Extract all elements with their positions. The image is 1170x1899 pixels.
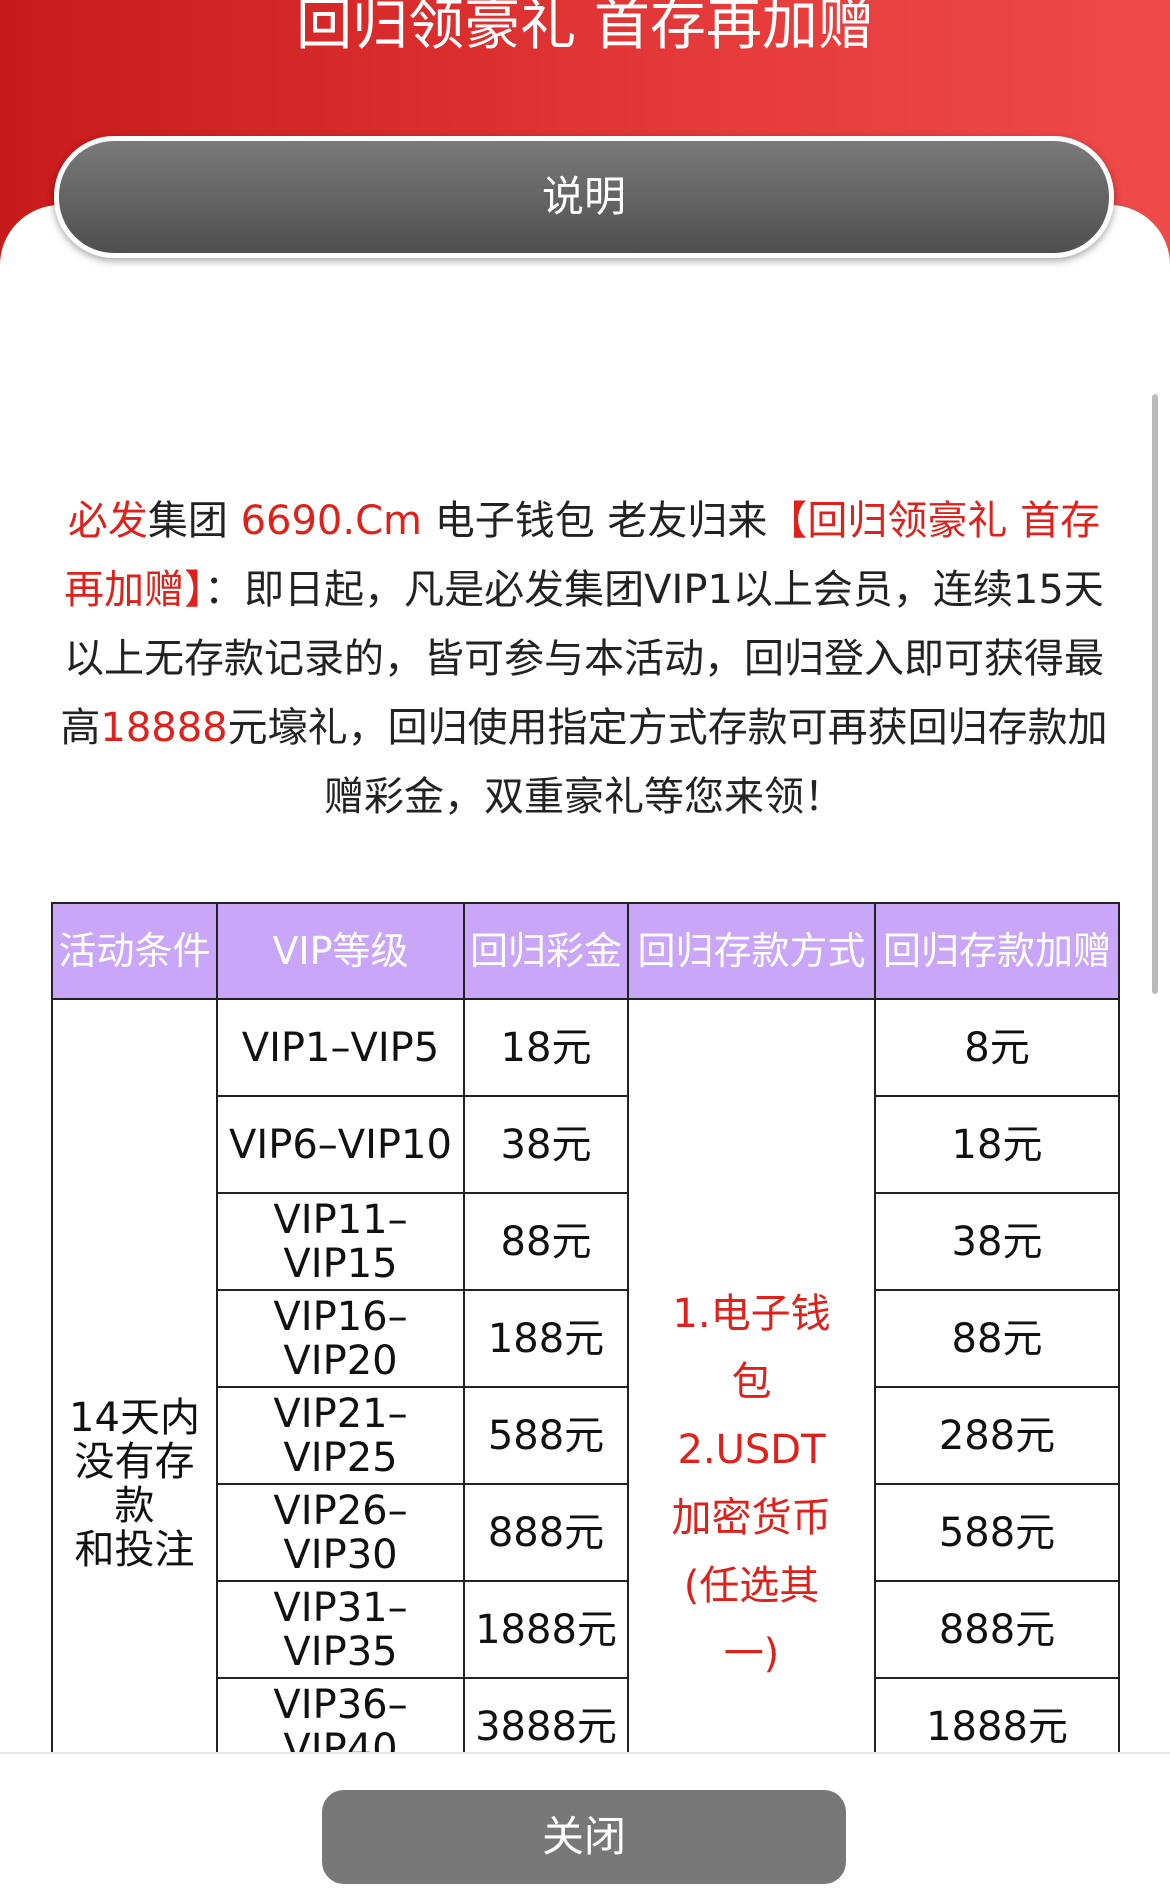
content-card: 必发集团 6690.Cm 电子钱包 老友归来【回归领豪礼 首存再加赠】：即日起，… — [0, 205, 1170, 1752]
table-row: VIP31–VIP35 1888元 888元 — [52, 1580, 1120, 1679]
vip-level: VIP1–VIP5 — [216, 998, 465, 1097]
intro-segment: 电子钱包 老友归来 — [421, 498, 768, 544]
scrollbar — [1152, 394, 1158, 994]
return-bonus: 88元 — [463, 1192, 629, 1291]
deposit-bonus: 38元 — [874, 1192, 1120, 1291]
condition-line: 14天内没有存款 — [69, 1395, 200, 1529]
vip-level: VIP6–VIP10 — [216, 1095, 465, 1194]
title: 回归领豪礼 首存再加赠 — [296, 0, 874, 58]
vip-level: VIP31–VIP35 — [216, 1580, 465, 1679]
header-cell: 回归彩金 — [463, 902, 629, 1000]
method-line: 2.USDT — [677, 1427, 826, 1473]
method-line: 加密货币 — [671, 1495, 832, 1541]
intro-segment: 【回归领豪礼 首存再加赠】 — [64, 498, 1101, 613]
intro-segment: 必发 — [67, 498, 148, 544]
vip-level: VIP16–VIP20 — [216, 1289, 465, 1388]
table-row: VIP6–VIP10 38元 18元 — [52, 1095, 1120, 1194]
return-bonus: 188元 — [463, 1289, 629, 1388]
deposit-bonus: 288元 — [874, 1386, 1120, 1485]
return-bonus: 38元 — [463, 1095, 629, 1194]
table-row: 14天内没有存款 和投注 VIP1–VIP5 18元 1.电子钱包 2.USDT 加密货币(… — [51, 998, 1120, 1752]
header-cell: 回归存款加赠 — [874, 902, 1120, 1000]
return-bonus: 588元 — [463, 1386, 629, 1485]
intro-text: 必发集团 6690.Cm 电子钱包 老友归来【回归领豪礼 首存再加赠】：即日起，… — [54, 487, 1114, 832]
method-line: (任选其一) — [683, 1563, 820, 1677]
condition-cell: 14天内没有存款 和投注 — [51, 998, 218, 1752]
header-cell: 活动条件 — [51, 902, 218, 1000]
intro-segment: ：即日起，凡是必发集团VIP1以上会员，连续15天以上无存款记录的，皆可参与本活… — [60, 567, 1104, 751]
vip-level: VIP26–VIP30 — [216, 1483, 465, 1582]
header-cell: 回归存款方式 — [627, 902, 876, 1000]
footer: 关闭 — [0, 1752, 1170, 1899]
vip-level: VIP21–VIP25 — [216, 1386, 465, 1485]
intro-segment: 集团 — [147, 498, 241, 544]
condition-line: 和投注 — [74, 1527, 195, 1573]
deposit-bonus: 18元 — [874, 1095, 1120, 1194]
deposit-bonus: 88元 — [874, 1289, 1120, 1388]
table-row: VIP21–VIP25 588元 288元 — [52, 1386, 1120, 1485]
table-row: VIP26–VIP30 888元 588元 — [52, 1483, 1120, 1582]
deposit-bonus: 1888元 — [874, 1677, 1120, 1752]
method-line: 1.电子钱包 — [672, 1291, 831, 1405]
section-label: 说明 — [54, 136, 1114, 258]
close-button[interactable]: 关闭 — [322, 1790, 846, 1884]
intro-segment: 6690.Cm — [240, 498, 422, 544]
return-bonus: 1888元 — [463, 1580, 629, 1679]
table-row: VIP16–VIP20 188元 88元 — [52, 1289, 1120, 1388]
intro-segment: 元壕礼，回归使用指定方式存款可再获回归存款加赠彩金，双重豪礼等您来领！ — [227, 705, 1108, 820]
vip-level: VIP36–VIP40 — [216, 1677, 465, 1752]
table-header: 活动条件 VIP等级 回归彩金 回归存款方式 回归存款加赠 — [51, 902, 1120, 1000]
deposit-bonus: 588元 — [874, 1483, 1120, 1582]
method-cell: 1.电子钱包 2.USDT 加密货币 (任选其一) — [627, 998, 876, 1752]
return-bonus: 18元 — [463, 998, 629, 1097]
table-row: VIP36–VIP40 3888元 1888元 — [52, 1677, 1120, 1752]
intro-segment: 18888 — [100, 705, 228, 751]
return-bonus: 3888元 — [463, 1677, 629, 1752]
reward-table: 活动条件 VIP等级 回归彩金 回归存款方式 回归存款加赠 14天内没有存款 和投注 VIP… — [51, 902, 1120, 1752]
table-row: VIP11–VIP15 88元 38元 — [52, 1192, 1120, 1291]
return-bonus: 888元 — [463, 1483, 629, 1582]
deposit-bonus: 8元 — [874, 998, 1120, 1097]
deposit-bonus: 888元 — [874, 1580, 1120, 1679]
header-cell: VIP等级 — [216, 902, 465, 1000]
vip-level: VIP11–VIP15 — [216, 1192, 465, 1291]
